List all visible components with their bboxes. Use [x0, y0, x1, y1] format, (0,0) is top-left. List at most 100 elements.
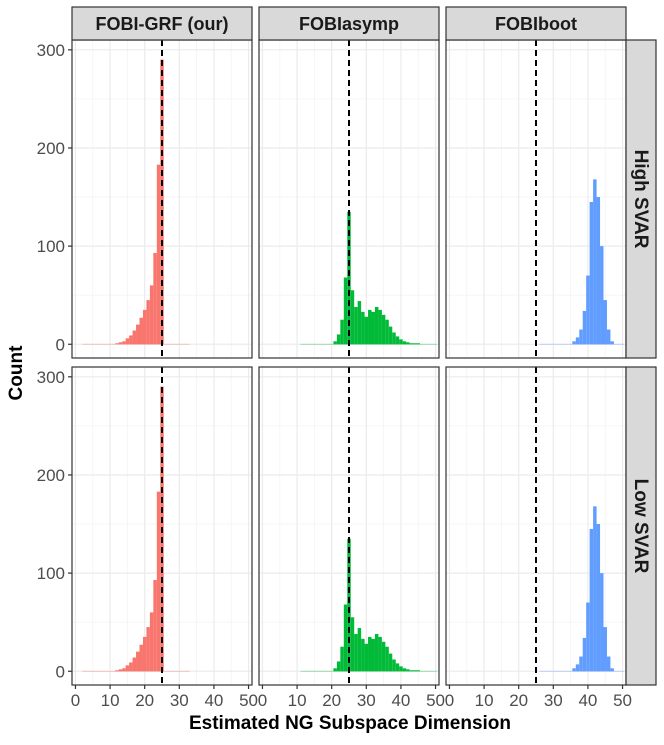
histogram-bar [593, 179, 597, 345]
histogram-bar [575, 664, 580, 672]
histogram-bar [142, 636, 147, 672]
histogram-bar [395, 336, 400, 345]
histogram-bar [149, 285, 154, 345]
x-tick-label: 40 [391, 691, 410, 710]
histogram-bar [115, 343, 119, 345]
histogram-bar [409, 670, 414, 672]
strip-fobiboot [445, 6, 627, 41]
histogram-bar [340, 646, 344, 672]
x-tick-label: 40 [578, 691, 597, 710]
strip-fobiasymp [258, 6, 440, 41]
histogram-bar [606, 329, 611, 345]
histogram-bar [600, 573, 604, 672]
strip-low-svar [625, 366, 657, 686]
histogram-bar [399, 339, 403, 345]
histogram-bar [368, 636, 372, 672]
x-tick-label: 0 [258, 691, 267, 710]
histogram-bar [115, 670, 119, 672]
histogram-bar [132, 330, 137, 345]
histogram-bar [582, 310, 587, 345]
histogram-bar [156, 491, 161, 672]
strip-label: Low SVAR [630, 479, 651, 574]
histogram-bar [350, 617, 355, 672]
histogram-bar [596, 197, 601, 345]
histogram-bar [118, 669, 123, 672]
histogram-bar [392, 659, 396, 672]
histogram-bar [371, 638, 375, 672]
x-tick-label: 10 [475, 691, 494, 710]
histogram-bar [361, 638, 365, 672]
histogram-bar [357, 301, 362, 345]
histogram-bar [336, 661, 341, 672]
y-tick-label: 200 [37, 139, 65, 158]
histogram-bar [378, 309, 382, 345]
histogram-bar [582, 637, 587, 672]
histogram-bar [381, 641, 386, 672]
x-tick-label: 50 [239, 691, 258, 710]
histogram-bar [406, 669, 410, 672]
y-tick-label: 300 [37, 41, 65, 60]
histogram-bar [586, 602, 590, 672]
histogram-bar [368, 309, 372, 345]
panel-frame-low-svar-fobi-grf-our [71, 366, 253, 686]
y-tick-label: 100 [37, 237, 65, 256]
histogram-bar [146, 627, 150, 672]
histogram-bar [416, 670, 420, 672]
histogram-bar [575, 337, 580, 345]
histogram-bar [596, 524, 601, 672]
histogram-bar [402, 668, 407, 672]
x-axis-title: Estimated NG Subspace Dimension [189, 713, 511, 734]
x-tick-label: 30 [544, 691, 563, 710]
histogram-bar [354, 633, 358, 672]
histogram-bar [399, 666, 403, 672]
histogram-bar [139, 644, 143, 672]
histogram-bar [136, 651, 140, 672]
histogram-bar [392, 332, 396, 345]
histogram-bar [125, 338, 130, 345]
histogram-bar [586, 275, 590, 345]
histogram-bar [385, 646, 389, 672]
histogram-bar [409, 343, 414, 345]
x-tick-label: 30 [170, 691, 189, 710]
histogram-bar [395, 663, 400, 672]
histogram-bar [336, 334, 341, 345]
histogram-bar [333, 668, 337, 672]
histogram-bar [153, 252, 157, 345]
y-tick-label: 300 [37, 368, 65, 387]
histogram-bar [603, 300, 607, 345]
histogram-bar [593, 506, 597, 672]
histogram-bar [347, 211, 351, 345]
histogram-bar [388, 653, 393, 672]
strip-label: FOBIasymp [299, 14, 399, 34]
strip-high-svar [625, 39, 657, 359]
facet-strips-layer: FOBI-GRF (our) FOBIasymp FOBIboot High SVAR… [71, 6, 657, 686]
histogram-bar [129, 662, 133, 672]
histogram-bar [572, 341, 576, 345]
histogram-bar [603, 627, 607, 672]
histogram-bar [343, 604, 348, 672]
histogram-bar [413, 670, 417, 672]
histogram-bar [385, 319, 389, 345]
x-tick-label: 10 [101, 691, 120, 710]
histogram-bar [153, 579, 157, 672]
histogram-bar [600, 246, 604, 345]
histogram-bar [381, 314, 386, 345]
histogram-bar [610, 668, 614, 672]
y-tick-label: 100 [37, 564, 65, 583]
x-tick-label: 50 [613, 691, 632, 710]
strip-label: High SVAR [630, 150, 651, 249]
histogram-bar [606, 656, 611, 672]
x-tick-label: 0 [71, 691, 80, 710]
histogram-bar [156, 164, 161, 345]
histogram-bar [122, 668, 126, 672]
histogram-bar [149, 612, 154, 672]
histogram-bar [364, 316, 369, 345]
histogram-bar [146, 300, 150, 345]
histogram-bar [333, 341, 337, 345]
histogram-bar [589, 201, 594, 345]
x-tick-label: 50 [426, 691, 445, 710]
x-tick-label: 40 [204, 691, 223, 710]
histogram-bar [416, 343, 420, 345]
histogram-bar [579, 656, 583, 672]
histogram-bar [378, 636, 382, 672]
